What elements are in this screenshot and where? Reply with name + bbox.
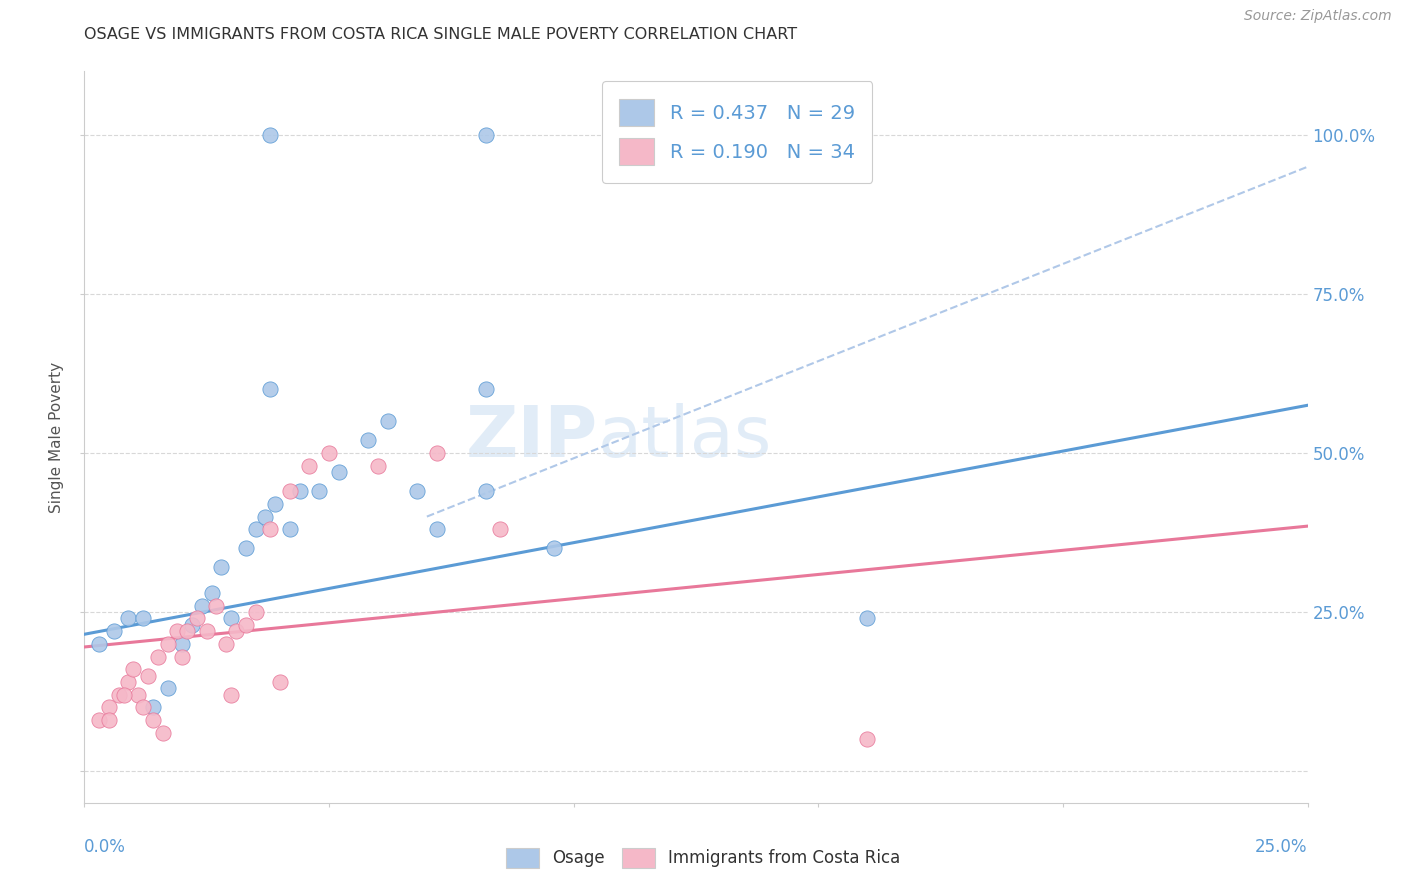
- Point: [117, 611, 139, 625]
- Point: [856, 611, 879, 625]
- Point: [122, 662, 145, 676]
- Point: [117, 675, 139, 690]
- Text: 25.0%: 25.0%: [1256, 838, 1308, 856]
- Point: [112, 688, 135, 702]
- Point: [377, 414, 399, 428]
- Point: [166, 624, 188, 638]
- Point: [259, 522, 281, 536]
- Point: [156, 637, 179, 651]
- Point: [474, 383, 496, 397]
- Point: [367, 458, 389, 473]
- Point: [142, 700, 165, 714]
- Point: [426, 522, 449, 536]
- Point: [474, 484, 496, 499]
- Point: [318, 446, 340, 460]
- Point: [298, 458, 321, 473]
- Y-axis label: Single Male Poverty: Single Male Poverty: [49, 361, 65, 513]
- Point: [357, 434, 380, 448]
- Point: [426, 446, 449, 460]
- Text: ZIP: ZIP: [465, 402, 598, 472]
- Point: [259, 128, 281, 142]
- Point: [87, 713, 110, 727]
- Legend: R = 0.437   N = 29, R = 0.190   N = 34: R = 0.437 N = 29, R = 0.190 N = 34: [602, 81, 872, 183]
- Point: [254, 509, 277, 524]
- Point: [219, 611, 242, 625]
- Point: [107, 688, 129, 702]
- Point: [200, 586, 222, 600]
- Point: [176, 624, 198, 638]
- Point: [308, 484, 330, 499]
- Point: [219, 688, 242, 702]
- Point: [97, 713, 120, 727]
- Point: [172, 649, 194, 664]
- Point: [186, 611, 208, 625]
- Text: Source: ZipAtlas.com: Source: ZipAtlas.com: [1244, 9, 1392, 23]
- Point: [103, 624, 125, 638]
- Point: [856, 732, 879, 747]
- Point: [259, 383, 281, 397]
- Point: [87, 637, 110, 651]
- Point: [142, 713, 165, 727]
- Point: [205, 599, 228, 613]
- Point: [136, 668, 159, 682]
- Point: [269, 675, 291, 690]
- Point: [209, 560, 232, 574]
- Point: [264, 497, 287, 511]
- Point: [474, 128, 496, 142]
- Point: [245, 605, 267, 619]
- Point: [146, 649, 169, 664]
- Point: [489, 522, 512, 536]
- Point: [97, 700, 120, 714]
- Text: 0.0%: 0.0%: [84, 838, 127, 856]
- Point: [195, 624, 218, 638]
- Text: atlas: atlas: [598, 402, 772, 472]
- Point: [245, 522, 267, 536]
- Legend: Osage, Immigrants from Costa Rica: Osage, Immigrants from Costa Rica: [499, 841, 907, 875]
- Point: [225, 624, 247, 638]
- Point: [278, 522, 301, 536]
- Point: [328, 465, 350, 479]
- Point: [127, 688, 149, 702]
- Point: [288, 484, 311, 499]
- Point: [132, 700, 155, 714]
- Point: [235, 541, 257, 556]
- Text: OSAGE VS IMMIGRANTS FROM COSTA RICA SINGLE MALE POVERTY CORRELATION CHART: OSAGE VS IMMIGRANTS FROM COSTA RICA SING…: [84, 27, 797, 42]
- Point: [406, 484, 429, 499]
- Point: [181, 617, 204, 632]
- Point: [191, 599, 214, 613]
- Point: [152, 726, 174, 740]
- Point: [172, 637, 194, 651]
- Point: [235, 617, 257, 632]
- Point: [543, 541, 565, 556]
- Point: [278, 484, 301, 499]
- Point: [132, 611, 155, 625]
- Point: [215, 637, 238, 651]
- Point: [156, 681, 179, 696]
